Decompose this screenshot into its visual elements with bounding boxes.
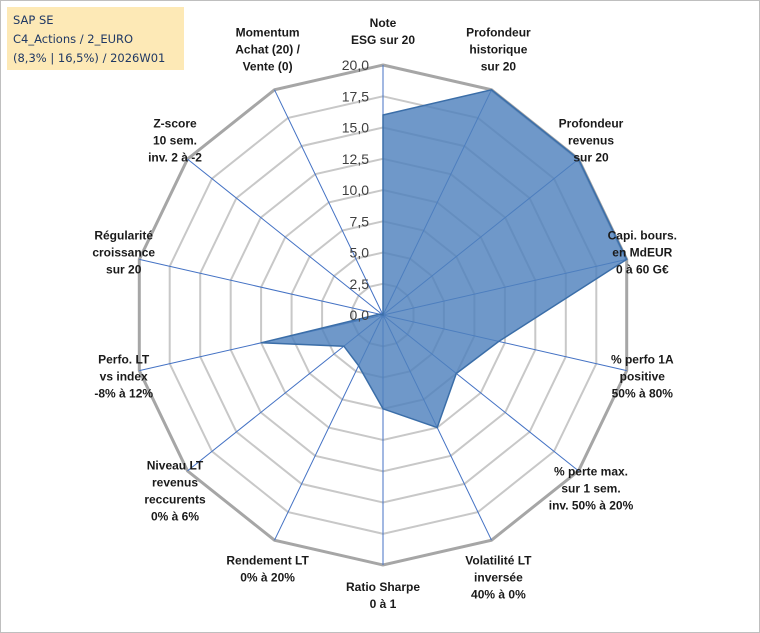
category-label: Ratio Sharpe 0 à 1: [346, 580, 420, 611]
category-label: Note ESG sur 20: [351, 16, 415, 47]
radar-tick-labels: 0,0 2,5 5,0 7,5 10,0 12,5 15,0 17,5 20,0: [342, 57, 369, 323]
period-stats: (8,3% | 16,5%) / 2026W01: [13, 51, 166, 65]
tick-label: 20,0: [342, 57, 369, 73]
tick-label: 0,0: [350, 307, 370, 323]
category-label: Niveau LT revenus reccurents 0% à 6%: [144, 458, 206, 523]
portfolio-category: C4_Actions / 2_EURO: [13, 32, 134, 46]
company-name: SAP SE: [13, 13, 54, 27]
category-label: % perte max. sur 1 sem. inv. 50% à 20%: [549, 464, 634, 512]
category-label: Perfo. LT vs index -8% à 12%: [94, 353, 153, 401]
tick-label: 7,5: [350, 213, 370, 229]
tick-label: 15,0: [342, 120, 369, 136]
category-label: Profondeur revenus sur 20: [559, 117, 624, 165]
tick-label: 5,0: [350, 245, 370, 261]
tick-label: 17,5: [342, 88, 369, 104]
axis-spoke: [139, 258, 384, 316]
category-label: Rendement LT 0% à 20%: [226, 554, 309, 585]
tick-label: 12,5: [342, 151, 369, 167]
tick-label: 10,0: [342, 182, 369, 198]
tick-label: 2,5: [350, 276, 370, 292]
series-area: [260, 88, 628, 429]
category-label: Z-score 10 sem. inv. 2 à -2: [148, 117, 202, 165]
category-label: Capi. bours. en MdEUR 0 à 60 G€: [608, 229, 677, 277]
category-label: % perfo 1A positive 50% à 80%: [611, 353, 674, 401]
radar-category-labels: Note ESG sur 20 Profondeur historique sur 20…: [92, 16, 677, 611]
category-label: Volatilité LT inversée 40% à 0%: [465, 554, 532, 602]
category-label: Profondeur historique sur 20: [466, 25, 531, 73]
info-box: SAP SE C4_Actions / 2_EURO (8,3% | 16,5%…: [7, 7, 184, 70]
axis-spoke: [274, 89, 384, 316]
radar-series: [260, 88, 628, 429]
axis-spoke: [187, 158, 384, 316]
category-label: Momentum Achat (20) / Vente (0): [235, 25, 300, 73]
category-label: Régularité croissance sur 20: [92, 229, 155, 277]
